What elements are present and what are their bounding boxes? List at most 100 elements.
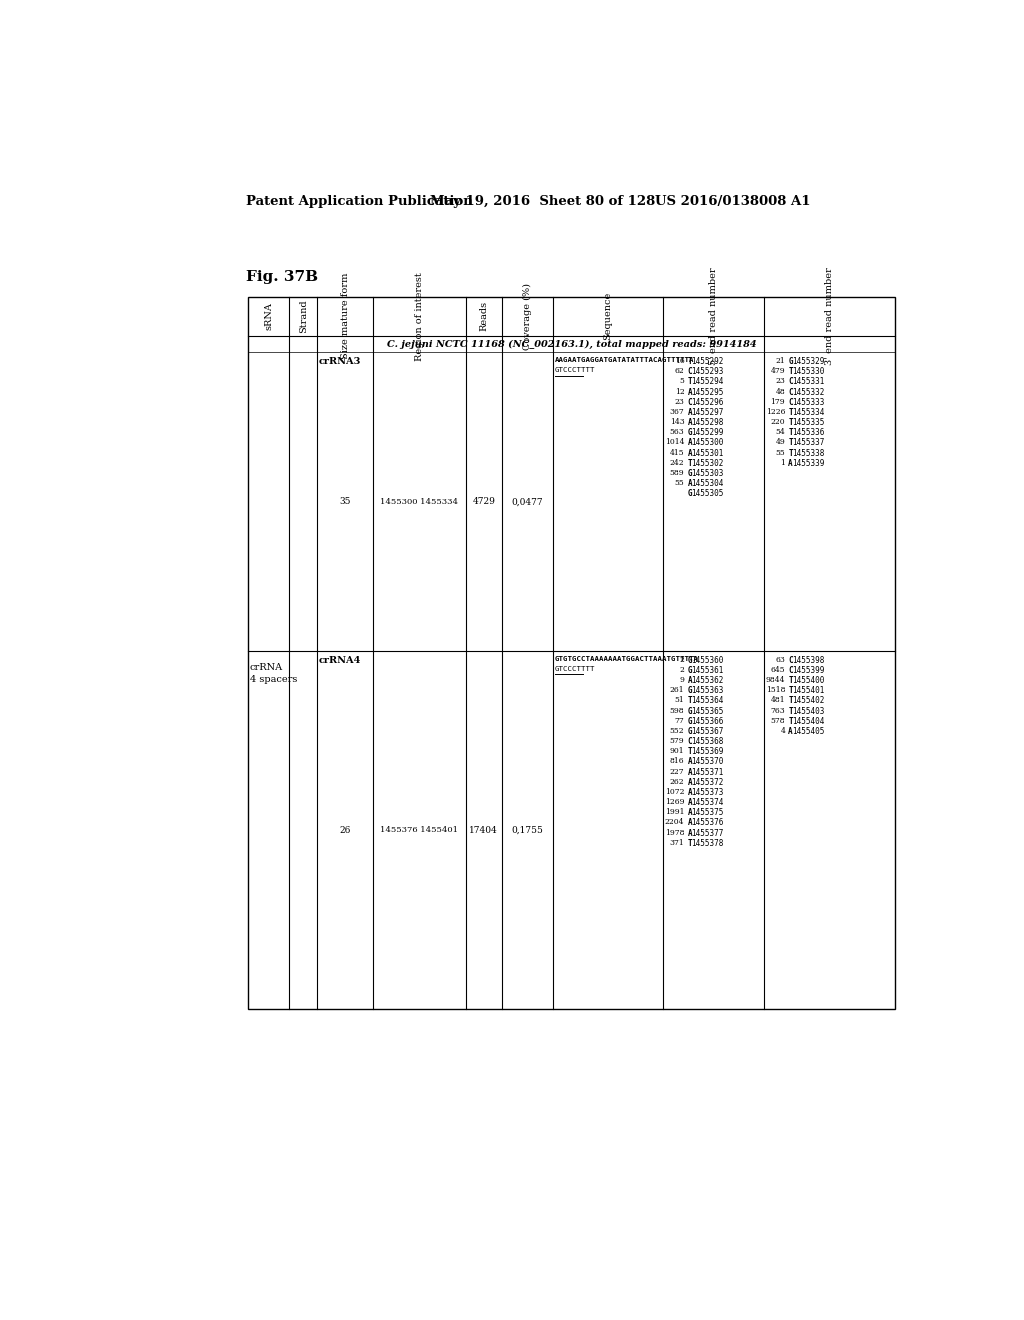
Text: sRNA: sRNA: [264, 302, 273, 330]
Text: 589: 589: [670, 469, 684, 477]
Text: 9844: 9844: [766, 676, 785, 684]
Text: 415: 415: [670, 449, 684, 457]
Text: 1455363: 1455363: [691, 686, 724, 696]
Text: 1455332: 1455332: [793, 388, 824, 396]
Text: 1455293: 1455293: [691, 367, 724, 376]
Text: 3' end read number: 3' end read number: [825, 268, 834, 366]
Text: 1455360: 1455360: [691, 656, 724, 665]
Text: A: A: [687, 808, 692, 817]
Text: A: A: [687, 418, 692, 428]
Text: 1455336: 1455336: [793, 428, 824, 437]
Text: 481: 481: [771, 697, 785, 705]
Text: A: A: [687, 788, 692, 797]
Text: 1455300 1455334: 1455300 1455334: [380, 498, 459, 506]
Text: 579: 579: [670, 737, 684, 744]
Text: AAGAATGAGGATGATATATTTACAGTTTTTA: AAGAATGAGGATGATATATTTACAGTTTTTA: [555, 358, 694, 363]
Text: 2204: 2204: [665, 818, 684, 826]
Text: 55: 55: [675, 479, 684, 487]
Text: 4: 4: [780, 727, 785, 735]
Text: 1269: 1269: [665, 799, 684, 807]
Text: C: C: [788, 388, 793, 396]
Text: 1455368: 1455368: [691, 737, 724, 746]
Text: 763: 763: [770, 706, 785, 714]
Text: G: G: [687, 428, 692, 437]
Text: 479: 479: [771, 367, 785, 375]
Text: T: T: [687, 697, 692, 705]
Text: 1455295: 1455295: [691, 388, 724, 396]
Text: 227: 227: [670, 768, 684, 776]
Text: 35: 35: [339, 498, 351, 507]
Text: 1455400: 1455400: [793, 676, 824, 685]
Text: T: T: [687, 747, 692, 756]
Text: 1226: 1226: [766, 408, 785, 416]
Text: 1455333: 1455333: [793, 397, 824, 407]
Text: C: C: [687, 397, 692, 407]
Text: 48: 48: [775, 388, 785, 396]
Text: 12: 12: [675, 388, 684, 396]
Text: G: G: [687, 717, 692, 726]
Text: 1455300: 1455300: [691, 438, 724, 447]
Text: Fig. 37B: Fig. 37B: [246, 271, 317, 284]
Text: 1455401: 1455401: [793, 686, 824, 696]
Text: crRNA3: crRNA3: [318, 358, 361, 366]
Text: 1455339: 1455339: [793, 459, 824, 467]
Text: A: A: [687, 829, 692, 838]
Text: 1455366: 1455366: [691, 717, 724, 726]
Text: 1455337: 1455337: [793, 438, 824, 447]
Text: 21: 21: [775, 358, 785, 366]
Text: 1455305: 1455305: [691, 490, 724, 498]
Text: 1455375: 1455375: [691, 808, 724, 817]
Text: Size mature form: Size mature form: [341, 273, 349, 359]
Text: 1455403: 1455403: [793, 706, 824, 715]
Text: Coverage (%): Coverage (%): [522, 282, 531, 350]
Text: 645: 645: [771, 667, 785, 675]
Text: 598: 598: [670, 706, 684, 714]
Text: T: T: [788, 428, 793, 437]
Text: 5' end read number: 5' end read number: [709, 268, 718, 366]
Text: 1455304: 1455304: [691, 479, 724, 488]
Text: 62: 62: [675, 367, 684, 375]
Text: Patent Application Publication: Patent Application Publication: [246, 195, 472, 209]
Text: 1455334: 1455334: [793, 408, 824, 417]
Text: 1455299: 1455299: [691, 428, 724, 437]
Text: 1455402: 1455402: [793, 697, 824, 705]
Text: 1455371: 1455371: [691, 768, 724, 776]
Text: G: G: [687, 686, 692, 696]
Text: 563: 563: [670, 428, 684, 436]
Text: T: T: [788, 418, 793, 428]
Text: T: T: [788, 676, 793, 685]
Text: 1455376: 1455376: [691, 818, 724, 828]
Text: 1455301: 1455301: [691, 449, 724, 458]
Text: G: G: [687, 656, 692, 665]
Text: 262: 262: [670, 777, 684, 785]
Text: 1455365: 1455365: [691, 706, 724, 715]
Bar: [248, 297, 895, 1010]
Text: 1455405: 1455405: [793, 727, 824, 737]
Text: 1455369: 1455369: [691, 747, 724, 756]
Text: G: G: [687, 469, 692, 478]
Text: US 2016/0138008 A1: US 2016/0138008 A1: [655, 195, 811, 209]
Text: 1455303: 1455303: [691, 469, 724, 478]
Text: 55: 55: [775, 449, 785, 457]
Text: 4729: 4729: [472, 498, 496, 507]
Text: A: A: [687, 799, 692, 807]
Text: G: G: [687, 667, 692, 675]
Text: G: G: [687, 490, 692, 498]
Text: T: T: [788, 697, 793, 705]
Text: A: A: [687, 676, 692, 685]
Text: GTCCCTTTT: GTCCCTTTT: [555, 367, 596, 374]
Text: T: T: [788, 449, 793, 458]
Text: G: G: [687, 706, 692, 715]
Text: 1455378: 1455378: [691, 838, 724, 847]
Text: 1: 1: [780, 459, 785, 467]
Text: C: C: [687, 367, 692, 376]
Text: A: A: [687, 768, 692, 776]
Text: 552: 552: [670, 727, 684, 735]
Text: T: T: [788, 686, 793, 696]
Text: A: A: [687, 388, 692, 396]
Text: 1455329: 1455329: [793, 358, 824, 366]
Text: 0,0477: 0,0477: [511, 498, 543, 507]
Text: T: T: [687, 459, 692, 467]
Text: 23: 23: [675, 397, 684, 405]
Text: 1455292: 1455292: [691, 358, 724, 366]
